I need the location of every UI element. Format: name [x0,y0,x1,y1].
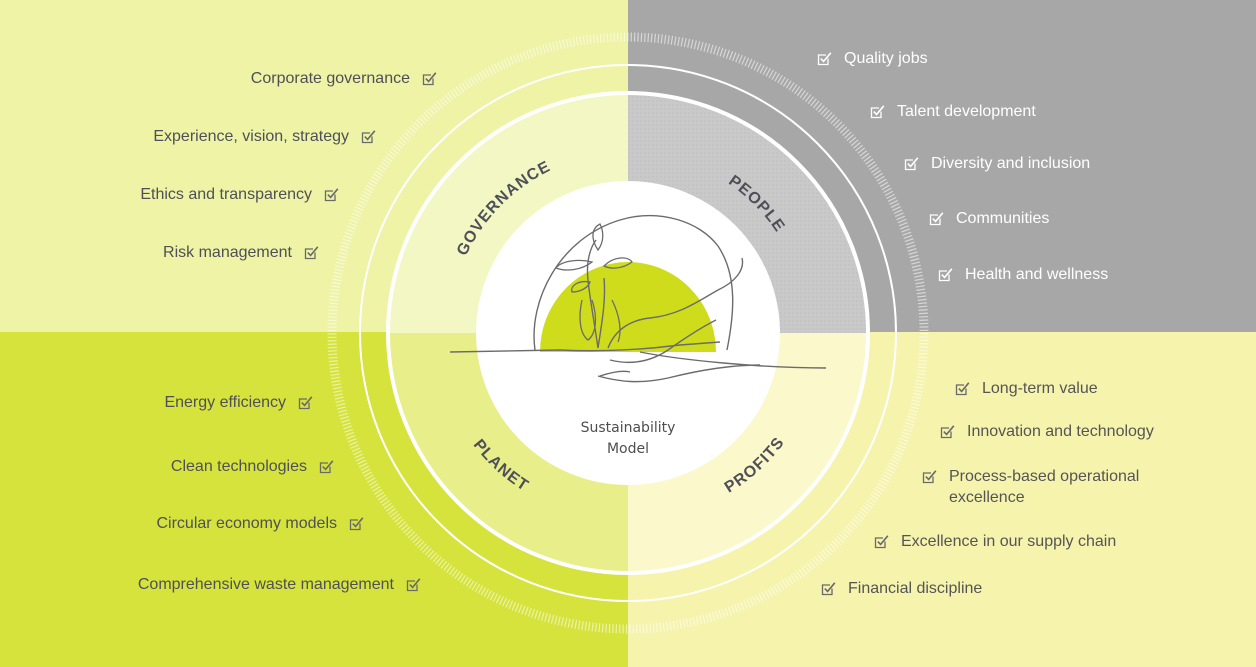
checkbox-icon [319,459,334,474]
planet-item: Energy efficiency [164,392,313,413]
checkbox-icon [817,51,832,66]
outer-solid-ring [359,64,897,602]
governance-item-label: Risk management [163,244,292,261]
governance-item: Experience, vision, strategy [153,126,376,147]
outer-dashed-ring [327,32,929,634]
governance-item-label: Experience, vision, strategy [153,128,349,145]
planet-item: Circular economy models [156,513,364,534]
checkbox-icon [304,245,319,260]
center-label-line2: Model [606,441,650,457]
checkbox-icon [406,577,421,592]
checkbox-icon [938,267,953,282]
checkbox-icon [940,424,955,439]
governance-item: Risk management [163,242,319,263]
checkbox-icon [361,129,376,144]
profits-item-label: Process-based operational excellence [949,468,1140,506]
planet-item-label: Comprehensive waste management [137,576,394,593]
people-item-label: Talent development [897,103,1036,120]
checkbox-icon [422,71,437,86]
profits-item: Long-term value [955,378,1098,399]
checkbox-icon [929,211,944,226]
people-item: Talent development [870,101,1036,122]
governance-item-label: Corporate governance [250,70,410,87]
checkbox-icon [870,104,885,119]
hands-planting-seedling-icon [449,214,827,383]
checkbox-icon [298,395,313,410]
checkbox-icon [874,534,889,549]
checkbox-icon [955,381,970,396]
planet-item-label: Circular economy models [156,515,337,532]
planet-item: Clean technologies [171,456,334,477]
center-label-line1: Sustainability [580,420,676,436]
governance-item: Corporate governance [251,68,437,89]
profits-item-label: Financial discipline [848,580,983,597]
checkbox-icon [922,469,937,484]
people-item: Health and wellness [938,264,1108,285]
center-label: Sustainability Model [548,418,708,460]
planet-item: Comprehensive waste management [138,574,421,595]
profits-item-label: Excellence in our supply chain [901,533,1117,550]
profits-item-label: Long-term value [982,380,1098,397]
people-item-label: Quality jobs [844,50,928,67]
profits-item: Financial discipline [821,578,982,599]
checkbox-icon [324,187,339,202]
people-item-label: Health and wellness [965,266,1109,283]
governance-item: Ethics and transparency [140,184,339,205]
planet-item-label: Energy efficiency [164,394,286,411]
checkbox-icon [904,156,919,171]
checkbox-icon [821,581,836,596]
people-item: Diversity and inclusion [904,153,1090,174]
profits-item: Innovation and technology [940,421,1154,442]
people-item: Quality jobs [817,48,928,69]
checkbox-icon [349,516,364,531]
profits-item-label: Innovation and technology [967,423,1154,440]
profits-item: Excellence in our supply chain [874,531,1116,552]
planet-item-label: Clean technologies [170,458,307,475]
people-item: Communities [929,208,1049,229]
band-outer-ring [386,91,870,575]
people-item-label: Communities [956,210,1050,227]
people-item-label: Diversity and inclusion [931,155,1091,172]
governance-item-label: Ethics and transparency [140,186,312,203]
profits-item: Process-based operational excellence [922,466,1169,508]
